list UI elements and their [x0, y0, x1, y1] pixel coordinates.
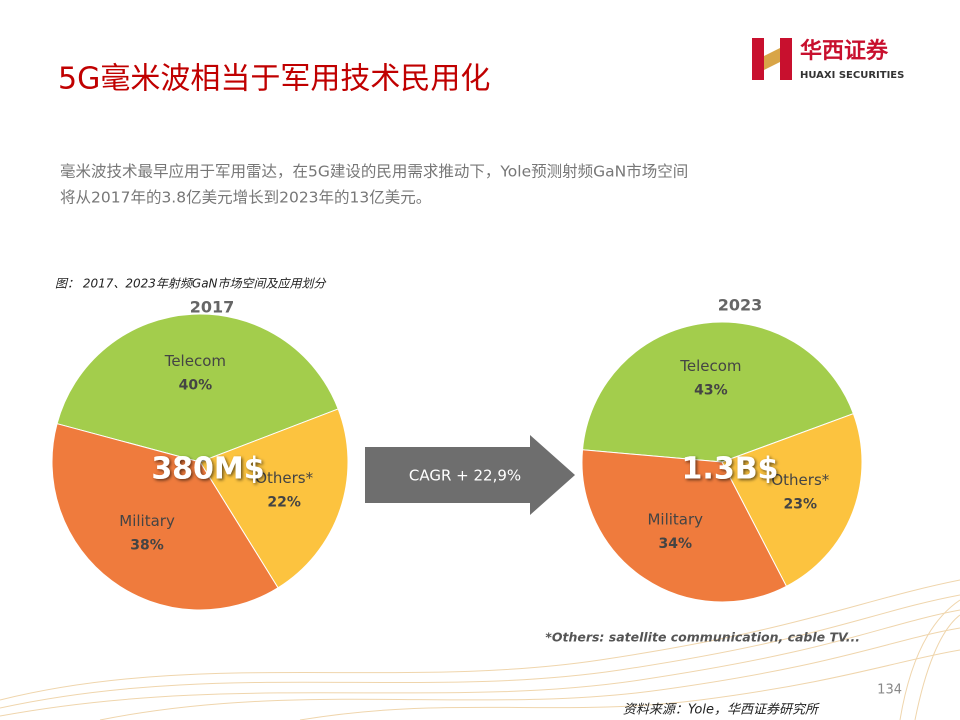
- source: 资料来源：Yole，华西证券研究所: [623, 702, 820, 718]
- body-line: 毫米波技术最早应用于军用雷达，在5G建设的民用需求推动下，Yole预测射频GaN…: [60, 162, 688, 181]
- pie-slice: [721, 413, 863, 587]
- arrow: CAGR + 22,9%: [365, 435, 575, 515]
- logo: 华西证券 HUAXI SECURITIES: [752, 38, 904, 81]
- slice-category: Others*: [255, 469, 313, 487]
- slice-category: Telecom: [164, 352, 226, 370]
- chart-title: 2023: [718, 296, 763, 315]
- center-label: 1.3B$: [682, 452, 779, 487]
- slide-title: 5G毫米波相当于军用技术民用化: [58, 62, 490, 97]
- decor-waves: [0, 579, 960, 720]
- slice-value-label: 40%: [179, 377, 213, 393]
- pie-slice: [56, 313, 339, 463]
- slice-value-label: 23%: [784, 496, 818, 512]
- pie-slice: [51, 423, 279, 611]
- slice-value-label: 43%: [694, 383, 728, 399]
- slice-category: Military: [647, 510, 703, 528]
- slice-value-label: 22%: [267, 494, 301, 510]
- slice-value-label: 34%: [659, 536, 693, 552]
- pie-slice: [581, 321, 855, 463]
- footnote: *Others: satellite communication, cable …: [545, 630, 860, 645]
- figure-caption: 图： 2017、2023年射频GaN市场空间及应用划分: [55, 277, 327, 291]
- logo-subtitle: HUAXI SECURITIES: [800, 70, 904, 81]
- arrow-label: CAGR + 22,9%: [409, 467, 521, 485]
- page-number: 134: [877, 683, 902, 698]
- pie-slice: [199, 408, 349, 589]
- body-line: 将从2017年的3.8亿美元增长到2023年的13亿美元。: [60, 189, 431, 207]
- slice-category: Others*: [771, 471, 829, 489]
- slice-category: Telecom: [679, 357, 741, 375]
- pie-slice: [581, 449, 788, 603]
- center-label: 380M$: [151, 452, 264, 487]
- logo-name: 华西证券: [800, 38, 889, 64]
- chart-title: 2017: [190, 298, 235, 317]
- slice-value-label: 38%: [130, 537, 164, 553]
- slice-category: Military: [119, 512, 175, 530]
